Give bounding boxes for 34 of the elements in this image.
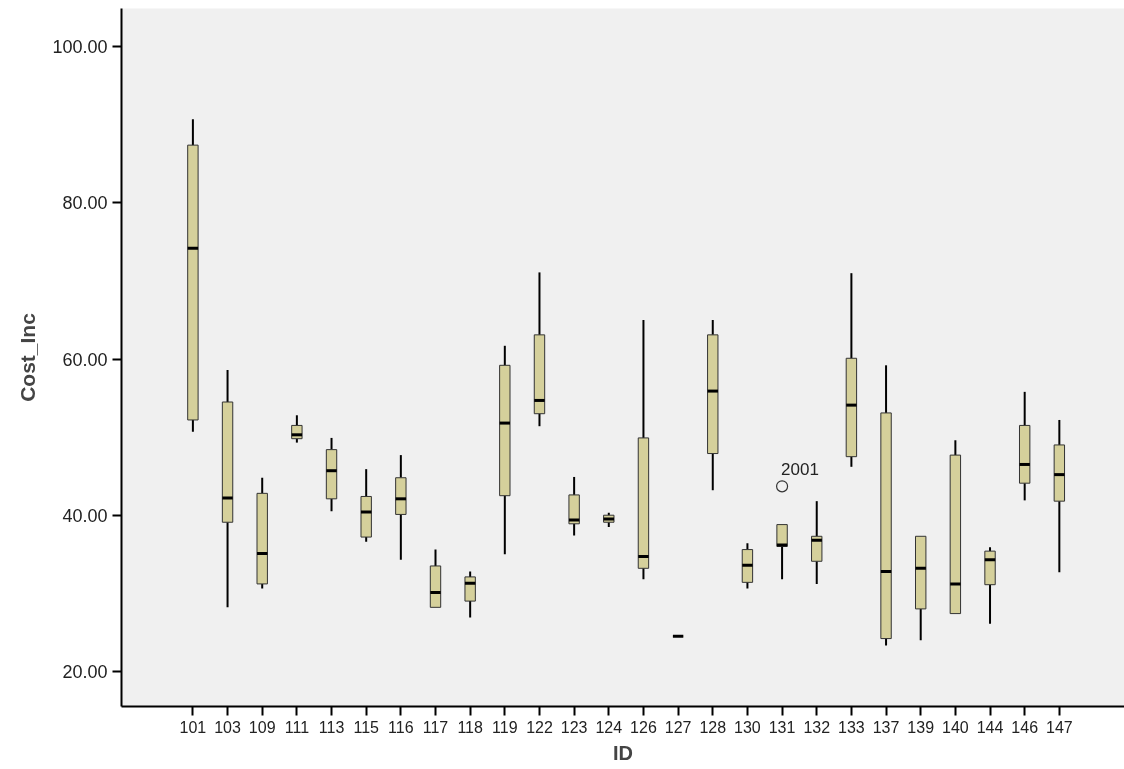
x-tick-label: 123 [560,718,588,736]
y-tick-label: 40.00 [62,505,108,526]
x-tick-label: 122 [526,718,553,736]
x-tick-label: 147 [1046,718,1073,736]
x-tick-label: 118 [457,718,484,736]
x-tick-label: 126 [630,718,657,736]
x-tick-label: 127 [664,718,692,736]
x-tick-label: 128 [699,718,727,736]
x-tick-label: 115 [353,718,380,736]
x-tick-label: 132 [803,718,831,736]
x-tick-label: 116 [388,718,414,736]
x-tick-label: 144 [976,718,1004,736]
x-tick-label: 119 [492,718,518,736]
y-tick-label: 100.00 [52,37,108,58]
x-tick-label: 137 [872,718,900,736]
x-tick-label: 103 [214,718,241,736]
x-tick-label: 133 [838,718,865,736]
y-tick-label: 20.00 [62,661,108,682]
x-tick-label: 146 [1011,718,1039,736]
x-tick-label: 131 [768,718,796,736]
x-tick-label: 130 [734,718,761,736]
x-tick-label: 139 [907,718,935,736]
x-tick-label: 111 [284,718,310,736]
x-tick-label: 124 [595,718,623,736]
y-axis-title: Cost_Inc [16,312,40,402]
x-tick-label: 109 [248,718,276,736]
annotation: 2001 [781,460,819,480]
x-tick-label: 117 [422,718,449,736]
y-tick-label: 60.00 [62,349,108,370]
x-axis-title: ID [613,741,633,764]
y-tick-label: 80.00 [62,193,108,214]
x-tick-label: 113 [318,718,345,736]
x-tick-label: 101 [179,718,207,736]
x-tick-label: 140 [942,718,969,736]
